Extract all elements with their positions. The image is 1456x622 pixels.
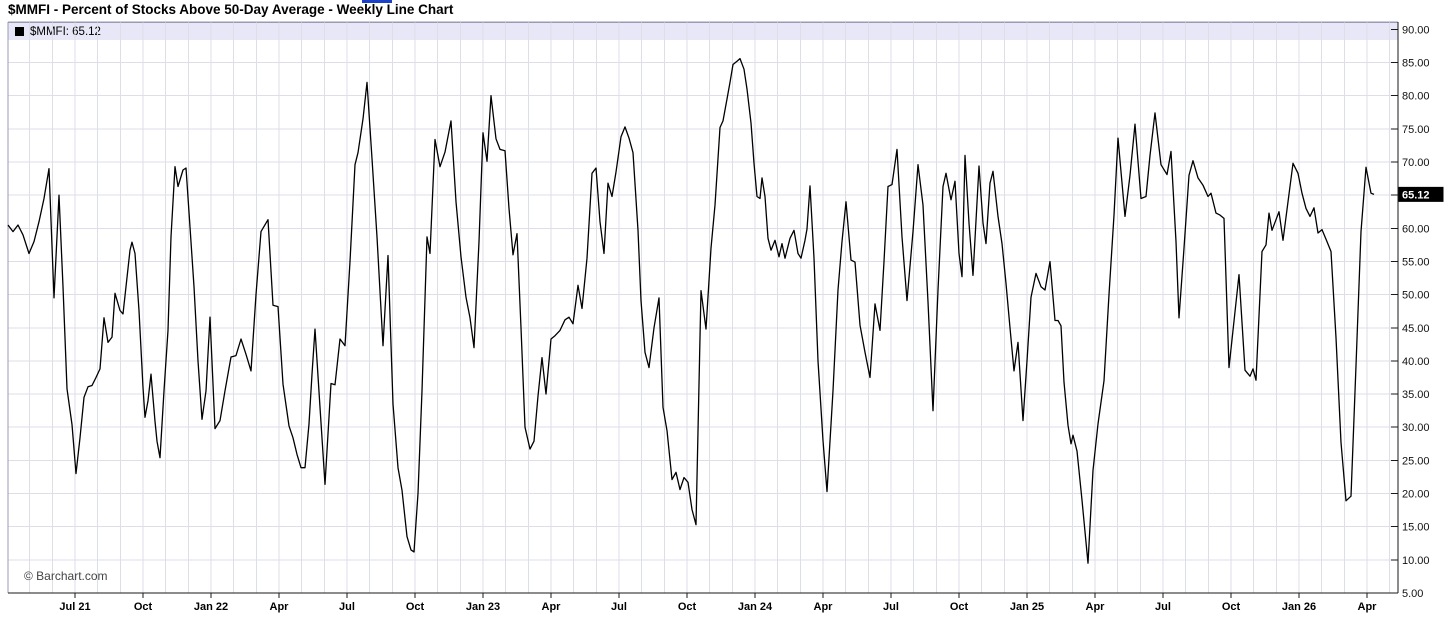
svg-text:Jul: Jul (339, 601, 355, 613)
svg-text:Jul: Jul (1155, 601, 1171, 613)
svg-text:85.00: 85.00 (1402, 58, 1430, 70)
svg-text:30.00: 30.00 (1402, 422, 1430, 434)
svg-text:Apr: Apr (814, 601, 834, 613)
svg-text:20.00: 20.00 (1402, 489, 1430, 501)
svg-text:Apr: Apr (1086, 601, 1106, 613)
svg-text:Oct: Oct (950, 601, 969, 613)
svg-text:Jan 26: Jan 26 (1282, 601, 1316, 613)
svg-text:Oct: Oct (1222, 601, 1241, 613)
svg-text:40.00: 40.00 (1402, 356, 1430, 368)
series-swatch-icon (15, 27, 24, 36)
svg-text:90.00: 90.00 (1402, 24, 1430, 36)
svg-text:15.00: 15.00 (1402, 522, 1430, 534)
legend-label: $MMFI: 65.12 (30, 25, 101, 38)
svg-text:55.00: 55.00 (1402, 256, 1430, 268)
svg-text:Jan 22: Jan 22 (194, 601, 228, 613)
svg-text:Apr: Apr (1358, 601, 1378, 613)
svg-text:Oct: Oct (406, 601, 425, 613)
svg-text:70.00: 70.00 (1402, 157, 1430, 169)
watermark: © Barchart.com (24, 569, 108, 583)
svg-text:65.12: 65.12 (1402, 189, 1430, 201)
svg-text:Oct: Oct (134, 601, 153, 613)
svg-text:50.00: 50.00 (1402, 290, 1430, 302)
last-value-badge (1398, 186, 1444, 202)
svg-text:Jan 25: Jan 25 (1010, 601, 1044, 613)
svg-text:Jan 24: Jan 24 (738, 601, 773, 613)
svg-text:80.00: 80.00 (1402, 91, 1430, 103)
link-underline-fragment (362, 0, 392, 3)
svg-text:35.00: 35.00 (1402, 389, 1430, 401)
svg-text:Jul 21: Jul 21 (59, 601, 90, 613)
svg-text:Jul: Jul (611, 601, 627, 613)
svg-text:Jul: Jul (883, 601, 899, 613)
svg-text:45.00: 45.00 (1402, 323, 1430, 335)
svg-text:25.00: 25.00 (1402, 455, 1430, 467)
svg-text:Oct: Oct (678, 601, 697, 613)
svg-text:Apr: Apr (270, 601, 290, 613)
svg-text:75.00: 75.00 (1402, 124, 1430, 136)
svg-text:5.00: 5.00 (1402, 588, 1423, 600)
svg-text:Jan 23: Jan 23 (466, 601, 500, 613)
svg-text:60.00: 60.00 (1402, 223, 1430, 235)
svg-text:Apr: Apr (542, 601, 562, 613)
chart-title: $MMFI - Percent of Stocks Above 50-Day A… (8, 2, 454, 17)
svg-text:10.00: 10.00 (1402, 555, 1430, 567)
